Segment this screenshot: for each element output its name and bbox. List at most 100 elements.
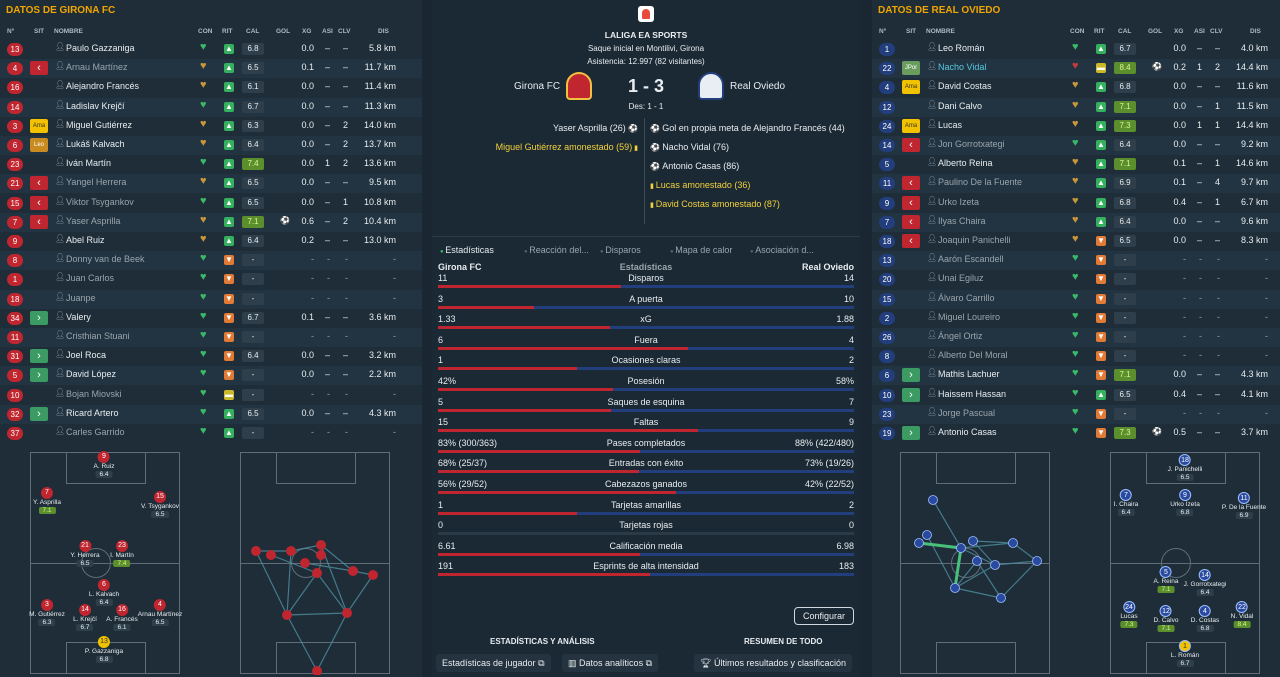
analytics-button[interactable]: ▥ Datos analíticos ⧉ [562,654,659,672]
player-name[interactable]: Ilyas Chaira [938,215,986,226]
player-name[interactable]: Iván Martín [66,158,112,169]
table-row[interactable]: 31 › 👤︎ Joel Roca ♥ ▼ 6.4 0.0– –3.2 km [0,347,422,366]
col-dis[interactable]: DIS [378,28,389,35]
table-row[interactable]: 9 ‹ 👤︎ Urko Izeta ♥ ▲ 6.8 0.4– 1 6.7 km [872,194,1280,213]
col-con[interactable]: CON [198,28,213,35]
player-name[interactable]: Aarón Escandell [938,254,1004,265]
player-name[interactable]: Ángel Ortiz [938,331,983,341]
tab-4[interactable]: ● Asociación d... [750,245,814,255]
table-row[interactable]: 37 👤︎ Carles Garrido ♥ ▲ - - - - - [0,424,422,443]
table-row[interactable]: 18 ‹ 👤︎ Joaquin Panichelli ♥ ▼ 6.5 0.0– –8.3 km [872,232,1280,251]
tab-0[interactable]: ● Estadísticas [440,245,494,255]
player-name[interactable]: Urko Izeta [938,196,980,207]
formation-player[interactable]: 11 P. De la Fuente 6.9 [1222,492,1266,519]
col-clv[interactable]: CLV [1210,28,1223,35]
table-row[interactable]: 5 👤︎ Alberto Reina ♥ ▲ 7.1 0.1– 1 14.6 km [872,155,1280,174]
player-stats-button[interactable]: Estadísticas de jugador ⧉ [436,654,551,672]
col-asi[interactable]: ASI [322,28,333,35]
table-row[interactable]: 11 👤︎ Cristhian Stuani ♥ ▼ - - - - - [0,328,422,347]
configure-button[interactable]: Configurar [793,607,854,625]
player-name[interactable]: Paulino De la Fuente [938,177,1023,188]
table-row[interactable]: 7 ‹ 👤︎ Ilyas Chaira ♥ ▲ 6.4 0.0– –9.6 km [872,212,1280,232]
col-xg[interactable]: XG [302,28,312,35]
col-clv[interactable]: CLV [338,28,351,35]
player-name[interactable]: Valery [66,311,91,322]
col-rit[interactable]: RIT [1094,28,1105,35]
results-button[interactable]: 🏆︎ Últimos resultados y clasificación [694,654,852,672]
col-con[interactable]: CON [1070,28,1085,35]
table-row[interactable]: 2 👤︎ Miguel Loureiro ♥ ▼ - - - - - [872,309,1280,328]
table-row[interactable]: 13 👤︎ Paulo Gazzaniga ♥ ▲ 6.8 0.0– –5.8 km [0,40,422,59]
table-row[interactable]: 18 👤︎ Juanpe ♥ ▼ - - - - - [0,289,422,309]
formation-player[interactable]: 4 Arnau Martínez 6.5 [138,599,182,626]
player-name[interactable]: Miguel Loureiro [938,311,1001,322]
formation-player[interactable]: 24 Lucas 7.3 [1120,601,1138,628]
player-name[interactable]: Jorge Pascual [938,407,996,418]
table-row[interactable]: 4 Ama 👤︎ David Costas ♥ ▲ 6.8 0.0– –11.6 km [872,78,1280,97]
col-no[interactable]: Nº [879,28,887,35]
table-row[interactable]: 13 👤︎ Aarón Escandell ♥ ▼ - - - - - [872,251,1280,271]
table-row[interactable]: 10 👤︎ Bojan Miovski ♥ ▬ - - - - - [0,386,422,405]
col-asi[interactable]: ASI [1194,28,1205,35]
player-name[interactable]: Ladislav Krejčí [66,100,125,111]
formation-player[interactable]: 1 L. Román 6.7 [1171,640,1199,667]
player-name[interactable]: Alberto Reina [938,158,993,169]
table-row[interactable]: 8 👤︎ Donny van de Beek ♥ ▼ - - - - - [0,251,422,271]
player-name[interactable]: Haissem Hassan [938,388,1007,399]
tab-3[interactable]: ● Mapa de calor [670,245,732,255]
table-row[interactable]: 4 ‹ 👤︎ Arnau Martínez ♥ ▲ 6.5 0.1– –11.7 km [0,59,422,79]
home-team-name[interactable]: Girona FC [514,81,561,92]
formation-player[interactable]: 7 I. Chaira 6.4 [1114,489,1138,516]
formation-player[interactable]: 7 Y. Asprilla 7.1 [33,487,61,514]
col-gol[interactable]: GOL [1148,28,1163,35]
player-name[interactable]: Abel Ruiz [66,235,105,245]
table-row[interactable]: 8 👤︎ Alberto Del Moral ♥ ▼ - - - - - [872,347,1280,366]
table-row[interactable]: 12 👤︎ Dani Calvo ♥ ▲ 7.1 0.0– 1 11.5 km [872,97,1280,117]
table-row[interactable]: 19 › 👤︎ Antonio Casas ♥ ▼ 7.3 ⚽ 0.5– –3.7 km [872,424,1280,443]
player-name[interactable]: Alejandro Francés [66,81,140,92]
player-name[interactable]: Nacho Vidal [938,62,987,73]
tab-2[interactable]: ● Disparos [600,245,641,255]
player-name[interactable]: Juanpe [66,292,96,303]
table-row[interactable]: 32 › 👤︎ Ricard Artero ♥ ▲ 6.5 0.0– –4.3 km [0,404,422,424]
col-sit[interactable]: SIT [34,28,45,35]
col-name[interactable]: NOMBRE [926,28,955,35]
table-row[interactable]: 16 👤︎ Alejandro Francés ♥ ▲ 6.1 0.0– –11.4 km [0,78,422,97]
table-row[interactable]: 11 ‹ 👤︎ Paulino De la Fuente ♥ ▲ 6.9 0.1– 4 9.7 k… [872,174,1280,194]
formation-player[interactable]: 23 I. Martín 7.4 [110,540,134,567]
player-name[interactable]: Antonio Casas [938,427,997,437]
formation-player[interactable]: 21 Y. Herrera 6.5 [70,540,100,567]
table-row[interactable]: 26 👤︎ Ángel Ortiz ♥ ▼ - - - - - [872,328,1280,347]
col-cal[interactable]: CAL [246,28,260,35]
table-row[interactable]: 21 ‹ 👤︎ Yangel Herrera ♥ ▲ 6.5 0.0– –9.5 km [0,174,422,194]
player-name[interactable]: Lukáš Kalvach [66,139,125,149]
player-name[interactable]: David Costas [938,81,992,92]
formation-player[interactable]: 9 A. Ruiz 6.4 [94,451,114,478]
table-row[interactable]: 9 👤︎ Abel Ruiz ♥ ▲ 6.4 0.2– –13.0 km [0,232,422,251]
player-name[interactable]: Jon Gorrotxategi [938,139,1005,149]
table-row[interactable]: 20 👤︎ Unai Egiluz ♥ ▼ - - - - - [872,270,1280,289]
table-row[interactable]: 1 👤︎ Juan Carlos ♥ ▼ - - - - - [0,270,422,289]
formation-player[interactable]: 14 L. Krejčí 6.7 [73,604,97,631]
player-name[interactable]: Leo Román [938,43,985,53]
formation-player[interactable]: 3 M. Gutiérrez 6.3 [29,599,65,626]
player-name[interactable]: Paulo Gazzaniga [66,43,135,53]
formation-player[interactable]: 16 A. Francés 6.1 [106,604,138,631]
col-gol[interactable]: GOL [276,28,291,35]
player-name[interactable]: Cristhian Stuani [66,331,130,341]
tab-1[interactable]: ● Reacción del... [524,245,589,255]
player-name[interactable]: David López [66,369,117,380]
formation-player[interactable]: 22 N. Vidal 8.4 [1231,601,1253,628]
table-row[interactable]: 6 › 👤︎ Mathis Lachuer ♥ ▼ 7.1 0.0– –4.3 km [872,366,1280,386]
col-sit[interactable]: SIT [906,28,917,35]
player-name[interactable]: Joaquin Panichelli [938,235,1011,245]
player-name[interactable]: Mathis Lachuer [938,369,1000,380]
table-row[interactable]: 7 ‹ 👤︎ Yaser Asprilla ♥ ▲ 7.1 ⚽ 0.6– 2 10.4 km [0,212,422,232]
player-name[interactable]: Miguel Gutiérrez [66,119,133,130]
col-name[interactable]: NOMBRE [54,28,83,35]
col-rit[interactable]: RIT [222,28,233,35]
formation-player[interactable]: 13 P. Gazzaniga 6.8 [85,636,123,663]
table-row[interactable]: 10 › 👤︎ Haissem Hassan ♥ ▲ 6.5 0.4– –4.1 km [872,386,1280,405]
player-name[interactable]: Alberto Del Moral [938,350,1008,361]
formation-player[interactable]: 12 D. Calvo 7.1 [1154,605,1178,632]
